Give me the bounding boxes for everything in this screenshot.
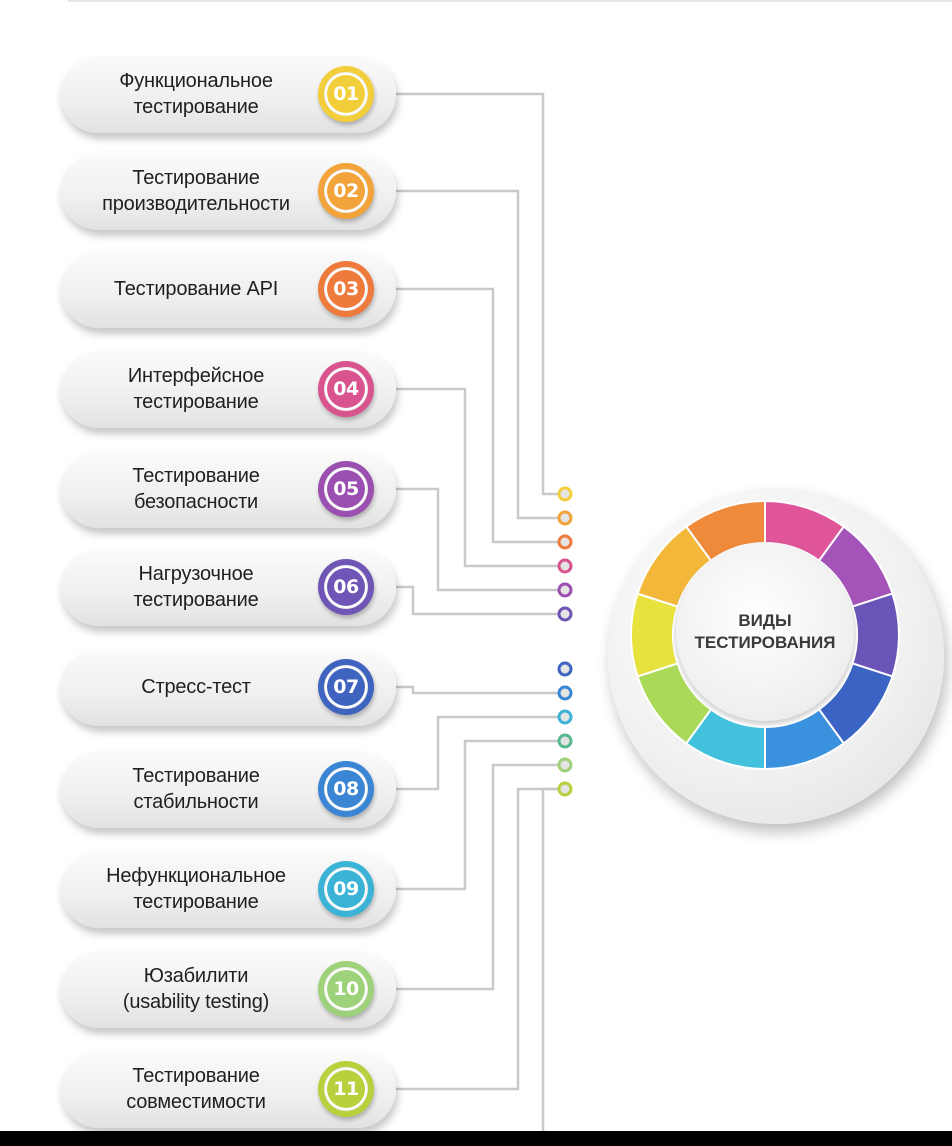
badge-number: 03 [327,270,365,308]
badge-number: 11 [327,1070,365,1108]
item-pill-08: Тестирование стабильности 08 [60,750,396,828]
item-label: Функциональное тестирование [119,70,273,118]
item-label: Тестирование стабильности [132,765,260,813]
item-pill-04: Интерфейсное тестирование 04 [60,350,396,428]
connector-dot [557,757,573,773]
item-pill-07: Стресс-тест 07 [60,648,396,726]
center-title-line1: ВИДЫ [738,611,792,630]
badge-number: 07 [327,668,365,706]
badge-number: 04 [327,370,365,408]
number-badge: 06 [318,559,374,615]
number-badge: 03 [318,261,374,317]
number-badge: 09 [318,861,374,917]
item-pill-11: Тестирование совместимости 11 [60,1050,396,1128]
number-badge: 04 [318,361,374,417]
badge-number: 08 [327,770,365,808]
connector-dot [557,486,573,502]
item-label: Тестирование API [113,278,279,300]
wheel-center: ВИДЫ ТЕСТИРОВАНИЯ [676,543,854,721]
top-divider [68,0,952,2]
connector-line [396,387,559,568]
item-label: Тестирование производительности [102,167,290,215]
item-label: Тестирование совместимости [126,1065,266,1113]
connector-line [396,787,559,1091]
connector-dot [557,733,573,749]
item-label: Юзабилити (usability testing) [122,965,270,1013]
connector-dot [557,685,573,701]
badge-number: 10 [327,970,365,1008]
number-badge: 10 [318,961,374,1017]
connector-line [396,763,559,991]
item-pill-01: Функциональное тестирование 01 [60,55,396,133]
connector-line [396,585,559,616]
item-label: Стресс-тест [141,676,251,698]
item-pill-10: Юзабилити (usability testing) 10 [60,950,396,1028]
number-badge: 05 [318,461,374,517]
connector-line [396,715,559,791]
badge-number: 01 [327,75,365,113]
item-label: Интерфейсное тестирование [127,365,265,413]
bottom-bar [0,1131,952,1146]
badge-number: 06 [327,568,365,606]
connector-dot [557,582,573,598]
connector-dot [557,534,573,550]
badge-number: 02 [327,172,365,210]
item-pill-05: Тестирование безопасности 05 [60,450,396,528]
connector-line [396,739,559,891]
connector-dot [557,661,573,677]
connector-dot [557,781,573,797]
connector-line [396,487,559,592]
number-badge: 02 [318,163,374,219]
badge-number: 09 [327,870,365,908]
connector-dot [557,606,573,622]
connector-line [396,685,559,695]
connector-line [396,92,559,496]
item-pill-06: Нагрузочное тестирование 06 [60,548,396,626]
item-label: Нагрузочное тестирование [133,563,259,611]
connector-dot [557,510,573,526]
item-label: Тестирование безопасности [132,465,260,513]
number-badge: 01 [318,66,374,122]
badge-number: 05 [327,470,365,508]
item-pill-03: Тестирование API 03 [60,250,396,328]
center-title-line2: ТЕСТИРОВАНИЯ [694,633,836,652]
item-pill-02: Тестирование производительности 02 [60,152,396,230]
connector-dot [557,558,573,574]
connector-dot [557,709,573,725]
item-label: Нефункциональное тестирование [106,865,286,913]
number-badge: 08 [318,761,374,817]
connector-line [396,287,559,544]
number-badge: 07 [318,659,374,715]
number-badge: 11 [318,1061,374,1117]
connector-line [396,189,559,520]
item-pill-09: Нефункциональное тестирование 09 [60,850,396,928]
